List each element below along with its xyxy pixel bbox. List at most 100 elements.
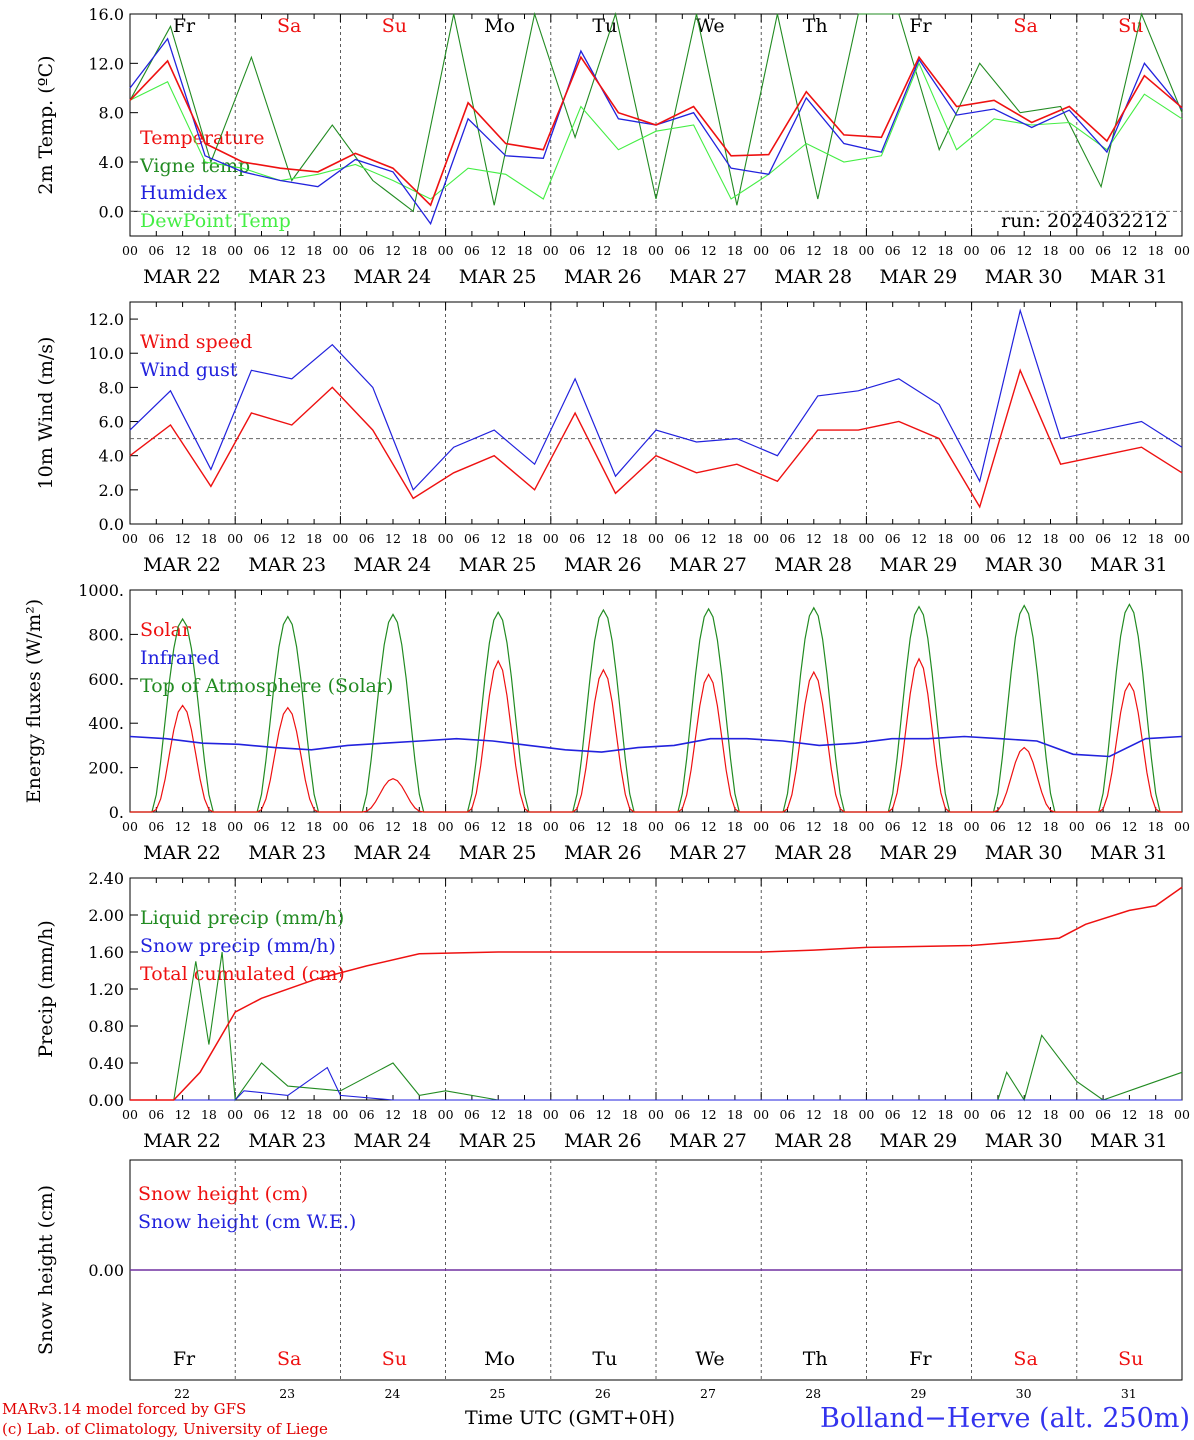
legend-wind-gust: Wind gust [140,359,238,381]
hour-label: 18 [1043,1107,1059,1122]
y-tick-label: 0.40 [88,1054,124,1073]
weekday-label: Th [803,15,828,37]
hour-label: 18 [306,243,322,258]
hour-label: 00 [964,1107,980,1122]
hour-label: 00 [227,243,243,258]
hour-label: 00 [227,819,243,834]
hour-label: 06 [780,1107,796,1122]
hour-label: 00 [1174,819,1190,834]
date-label: MAR 24 [354,554,432,576]
hour-label: 12 [175,1107,191,1122]
series-infrared [129,735,1183,758]
series-solar [130,657,1182,813]
date-label: MAR 25 [459,554,537,576]
legend-snow-height-we: Snow height (cm W.E.) [138,1211,356,1233]
weekday-label: Th [803,1348,828,1370]
panel-energy: Energy fluxes (W/m²) Solar Infrared Top … [23,589,1183,813]
hour-label: 06 [148,531,164,546]
date-label: MAR 23 [248,1130,326,1152]
hour-label: 12 [806,1107,822,1122]
hour-label: 00 [122,1107,138,1122]
date-label: MAR 31 [1090,1130,1168,1152]
hour-label: 18 [1148,819,1164,834]
date-label: MAR 29 [880,266,958,288]
hour-label: 00 [543,243,559,258]
hour-label: 18 [201,1107,217,1122]
hour-label: 12 [385,1107,401,1122]
hour-label: 06 [569,531,585,546]
date-label: MAR 26 [564,266,642,288]
hour-label: 00 [964,243,980,258]
run-label: run: 2024032212 [1001,210,1168,232]
date-label: MAR 31 [1090,842,1168,864]
hour-label: 00 [1069,819,1085,834]
hour-label: 06 [885,1107,901,1122]
hour-label: 12 [490,243,506,258]
hour-label: 18 [201,243,217,258]
date-label: MAR 22 [143,842,221,864]
hour-label: 00 [753,1107,769,1122]
hour-label: 18 [832,1107,848,1122]
hour-label: 06 [359,819,375,834]
hour-label: 12 [911,243,927,258]
date-label: MAR 22 [143,554,221,576]
y-tick-label: 8.0 [99,378,124,397]
hour-label: 18 [1043,531,1059,546]
series-total-cumulated [130,886,1183,1101]
hour-label: 12 [280,531,296,546]
y-tick-label: 2.40 [88,869,124,888]
hour-label: 06 [148,819,164,834]
weekday-label: We [695,1348,724,1370]
hour-label: 12 [1121,531,1137,546]
hour-label: 12 [490,819,506,834]
hour-label: 18 [306,531,322,546]
y-tick-label: 1.60 [88,943,124,962]
hour-label: 18 [1148,1107,1164,1122]
hour-label: 06 [569,243,585,258]
hour-label: 18 [622,531,638,546]
date-label: MAR 30 [985,554,1063,576]
hour-label: 00 [1174,1107,1190,1122]
legend-humidex: Humidex [140,182,227,204]
hour-label: 12 [1121,819,1137,834]
hour-label: 18 [1043,243,1059,258]
legend-snow-precip: Snow precip (mm/h) [140,935,336,957]
hour-label: 00 [227,1107,243,1122]
legend-liquid-precip: Liquid precip (mm/h) [140,907,344,929]
hour-label: 00 [1069,531,1085,546]
y-tick-label: 400. [88,714,124,733]
hour-label: 00 [227,531,243,546]
panel-precip: Precip (mm/h) Liquid precip (mm/h) Snow … [35,877,1183,1101]
hour-label: 12 [701,531,717,546]
hour-label: 06 [674,243,690,258]
hour-label: 18 [411,531,427,546]
y-axis-label: 2m Temp. (ºC) [35,55,57,194]
date-label: MAR 28 [774,842,852,864]
hour-label: 06 [359,1107,375,1122]
weekday-label: Su [1118,1348,1143,1370]
hour-label: 00 [753,819,769,834]
hour-label: 06 [990,819,1006,834]
hour-label: 12 [1016,531,1032,546]
hour-label: 12 [701,1107,717,1122]
y-tick-label: 4.0 [99,153,124,172]
hour-label: 00 [753,243,769,258]
date-label: MAR 27 [669,842,747,864]
hour-label: 12 [911,819,927,834]
date-label: MAR 22 [143,1130,221,1152]
hour-label: 18 [727,819,743,834]
date-label: MAR 25 [459,842,537,864]
hour-label: 00 [753,531,769,546]
hour-label: 18 [1148,531,1164,546]
hour-label: 18 [517,1107,533,1122]
y-tick-label: 0.0 [99,515,124,534]
hour-label: 06 [254,819,270,834]
hour-label: 18 [622,1107,638,1122]
hour-label: 00 [648,1107,664,1122]
hour-label: 18 [622,819,638,834]
hour-label: 06 [990,243,1006,258]
hour-label: 12 [280,819,296,834]
hour-label: 00 [438,1107,454,1122]
panel-wind: 10m Wind (m/s) Wind speed Wind gust [35,301,1183,525]
y-axis-label: Energy fluxes (W/m²) [23,599,45,803]
